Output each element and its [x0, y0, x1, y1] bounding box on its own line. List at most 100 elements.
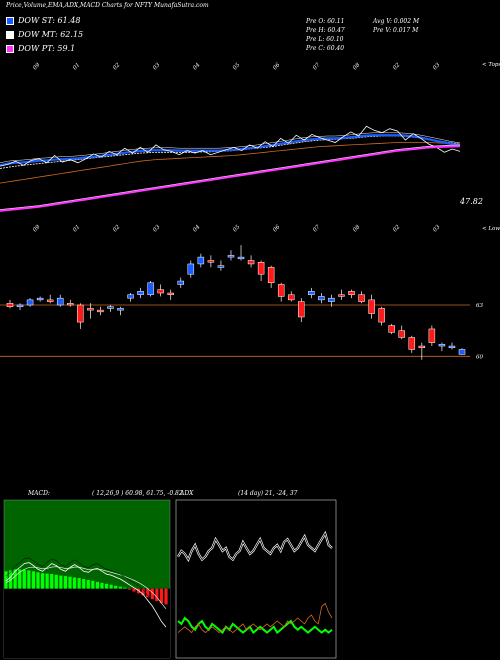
legend-item: DOW ST: 61.48: [6, 16, 80, 25]
date-label-top: 02: [392, 62, 402, 72]
date-label-top: 03: [432, 62, 442, 72]
macd-histogram-bar: [22, 569, 26, 589]
date-label-bottom: 06: [272, 224, 282, 234]
candle-body: [308, 291, 315, 295]
candle-body: [77, 304, 84, 323]
macd-histogram-bar: [159, 588, 164, 604]
candle-body: [16, 304, 24, 307]
macd-histogram-bar: [127, 588, 132, 590]
candle-body: [197, 256, 205, 265]
di-minus-line: [177, 602, 333, 634]
candle-body: [36, 297, 44, 301]
ema-pt-envelope: [0, 144, 461, 210]
date-label-bottom: 02: [112, 224, 122, 234]
ohlc-avg-volume: Avg V: 0.002 M: [373, 18, 420, 25]
macd-histogram-bar: [36, 572, 40, 589]
lows-label: < Lows: [482, 226, 500, 232]
tops-label: < Tops: [482, 62, 500, 68]
adx-box: [175, 499, 337, 659]
ohlc-prev-volume: Pre V: 0.017 M: [373, 27, 419, 34]
macd-histogram-bar: [59, 575, 63, 589]
candle-body: [458, 349, 466, 355]
date-label-top: 05: [232, 62, 242, 72]
macd-histogram-bar: [68, 576, 72, 589]
ema-pt-line: [0, 145, 461, 212]
date-label-top: 08: [352, 62, 362, 72]
macd-outline: [5, 557, 167, 623]
candle-body: [298, 301, 305, 318]
ema-short-envelope: [0, 132, 461, 164]
macd-signal-line: [5, 566, 167, 609]
candle-body: [117, 308, 124, 311]
macd-histogram-bar: [136, 588, 141, 594]
candle-body: [378, 308, 385, 323]
candle-body: [257, 261, 265, 275]
price-level-label: 60: [476, 354, 483, 360]
candle-body: [147, 282, 154, 295]
ema-short-line: [0, 134, 461, 167]
macd-params: ( 12,26,9 ) 60.98, 61.75, -0.82: [92, 490, 183, 497]
ema-long-line: [0, 142, 461, 184]
macd-line: [5, 562, 167, 628]
price-line: [0, 125, 461, 167]
macd-lower-area: [4, 588, 170, 658]
macd-histogram-bar: [50, 573, 54, 589]
adx-line-core: [177, 532, 333, 561]
macd-histogram-bar: [100, 582, 104, 589]
date-label-top: 07: [312, 62, 322, 72]
candle-body: [46, 299, 54, 302]
legend-item: DOW MT: 62.15: [6, 30, 83, 39]
macd-histogram-bar: [155, 588, 159, 602]
ohlc-open: Pre O: 60.11: [306, 18, 345, 25]
di-plus-line: [177, 616, 333, 635]
macd-histogram-bar: [40, 573, 45, 589]
legend-label: DOW MT: 62.15: [18, 30, 84, 39]
candle-body: [207, 260, 215, 263]
macd-histogram-bar: [18, 569, 22, 589]
candle-body: [338, 294, 345, 297]
candle-body: [287, 294, 295, 301]
price-level-label: 63: [476, 303, 483, 309]
date-label-top: 09: [32, 62, 42, 72]
macd-histogram-bar: [13, 569, 17, 589]
candle-body: [237, 256, 245, 260]
legend-item: DOW PT: 59.1: [6, 44, 75, 53]
date-label-top: 06: [272, 62, 282, 72]
candle-body: [438, 344, 446, 347]
macd-histogram-bar: [114, 585, 118, 589]
date-label-top: 03: [152, 62, 162, 72]
adx-label: ADX: [179, 490, 194, 497]
candle-body: [267, 267, 275, 284]
macd-histogram-bar: [8, 570, 13, 589]
candle-body: [247, 260, 255, 265]
macd-histogram-bar: [146, 588, 150, 598]
macd-histogram-bar: [45, 573, 49, 589]
macd-histogram-bar: [63, 576, 68, 589]
date-label-bottom: 01: [72, 224, 81, 233]
macd-histogram-bar: [77, 578, 81, 589]
candle-body: [418, 345, 426, 349]
macd-histogram-bar: [82, 579, 86, 589]
ohlc-close: Pre C: 60.40: [306, 45, 345, 52]
candle-body: [448, 345, 456, 349]
date-label-bottom: 03: [432, 224, 442, 234]
candle-body: [428, 328, 436, 343]
candle-body: [167, 292, 174, 295]
macd-histogram-bar: [95, 581, 100, 589]
macd-histogram-bar: [86, 579, 90, 589]
date-label-bottom: 05: [232, 224, 242, 234]
date-label-bottom: 08: [352, 224, 362, 234]
legend-swatch: [6, 45, 14, 53]
macd-label: MACD:: [27, 490, 50, 497]
adx-params: (14 day) 21, -24, 37: [238, 490, 298, 497]
candle-body: [107, 306, 114, 309]
candle-body: [177, 280, 185, 285]
macd-histogram-bar: [72, 577, 77, 589]
candle-body: [348, 291, 355, 295]
candle-body: [87, 308, 94, 311]
candle-body: [67, 303, 74, 306]
macd-histogram-bar: [150, 588, 154, 600]
legend-label: DOW ST: 61.48: [18, 16, 81, 25]
candle-body: [408, 337, 416, 350]
